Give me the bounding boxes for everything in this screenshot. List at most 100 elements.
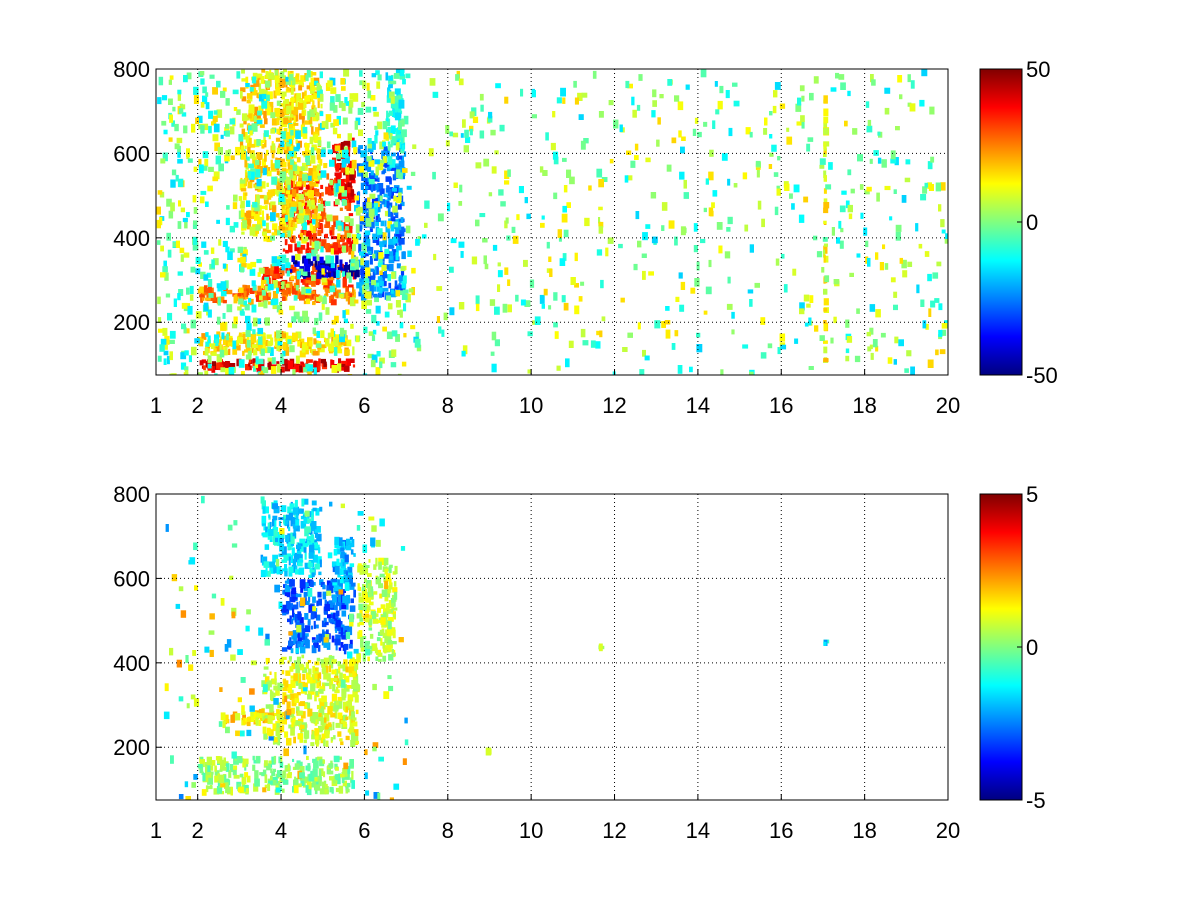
heatmap-cell [314,134,319,143]
heatmap-cell [239,179,246,184]
heatmap-cell [664,320,671,325]
heatmap-cell [562,97,566,104]
heatmap-cell [170,179,176,188]
heatmap-cell [259,166,264,174]
heatmap-cell [193,237,198,245]
heatmap-cell [368,516,375,521]
heatmap-cell [760,317,766,325]
heatmap-cell [291,663,295,670]
heatmap-cell [158,328,164,333]
heatmap-cell [323,739,326,747]
heatmap-cell [298,172,303,178]
heatmap-cell [240,145,245,154]
heatmap-cell [187,305,193,315]
heatmap-cell [169,351,173,361]
heatmap-cell [314,611,317,619]
heatmap-cell [371,611,377,620]
heatmap-cell [358,596,365,603]
heatmap-cell [224,127,230,134]
heatmap-cell [368,627,373,631]
heatmap-cell [388,578,392,585]
heatmap-cell [306,253,312,259]
heatmap-cell [622,347,628,352]
heatmap-cell [285,249,289,254]
heatmap-cell [225,150,231,157]
heatmap-cell [375,220,379,227]
heatmap-cell [287,230,291,238]
heatmap-cell [272,735,275,745]
heatmap-cell [261,100,268,109]
heatmap-cell [257,285,262,292]
heatmap-cell [290,97,295,102]
heatmap-cell [317,680,321,687]
heatmap-cell [330,255,335,264]
heatmap-cell [194,338,200,344]
heatmap-cell [288,139,292,144]
heatmap-cell [306,359,310,364]
heatmap-cell [201,359,206,364]
heatmap-cell [269,671,272,675]
heatmap-cell [201,333,207,340]
heatmap-cell [331,283,335,288]
heatmap-cell [716,222,723,230]
heatmap-cell [357,583,360,591]
heatmap-cell [330,77,336,86]
heatmap-cell [350,358,355,363]
heatmap-cell [300,664,305,671]
heatmap-cell [773,172,779,177]
heatmap-cell [329,614,335,618]
heatmap-cell [304,192,309,196]
heatmap-cell [391,349,397,357]
heatmap-cell [318,223,323,230]
heatmap-cell [347,566,353,574]
heatmap-cell [486,748,492,755]
heatmap-cell [392,607,398,611]
heatmap-cell [343,768,348,775]
heatmap-cell [311,72,317,76]
heatmap-cell [257,110,262,116]
heatmap-cell [286,579,292,584]
heatmap-cell [321,280,328,286]
heatmap-cell [250,287,255,294]
heatmap-cell [263,666,269,670]
heatmap-cell [313,546,319,551]
heatmap-cell [304,120,311,125]
x-tick-label: 1 [150,818,162,843]
heatmap-cell [300,124,304,133]
heatmap-cell [328,618,335,623]
heatmap-cell [202,95,208,105]
heatmap-cell [313,177,319,182]
heatmap-cell [256,712,263,719]
heatmap-cell [394,565,398,575]
heatmap-cell [354,299,359,304]
heatmap-cell [285,265,289,274]
heatmap-cell [781,253,785,259]
heatmap-cell [357,565,363,573]
heatmap-cell [369,220,375,229]
heatmap-cell [511,226,516,233]
heatmap-cell [335,722,341,728]
heatmap-cell [292,332,298,342]
heatmap-cell [163,358,167,365]
heatmap-cell [256,163,260,171]
heatmap-cell [294,170,300,175]
heatmap-cell [382,141,387,147]
heatmap-cell [312,730,317,737]
heatmap-cell [352,93,359,102]
heatmap-cell [306,242,310,251]
heatmap-cell [553,322,558,328]
heatmap-cell [316,657,321,662]
heatmap-cell [221,332,225,340]
heatmap-cell [282,358,288,366]
heatmap-cell [317,148,323,154]
heatmap-cell [382,632,386,639]
heatmap-cell [303,591,307,599]
heatmap-cell [225,368,230,375]
heatmap-cell [263,561,269,568]
heatmap-cell [300,361,304,368]
heatmap-cell [354,680,357,684]
heatmap-cell [410,171,416,176]
heatmap-cell [899,94,903,100]
heatmap-cell [281,264,286,271]
heatmap-cell [823,357,829,363]
